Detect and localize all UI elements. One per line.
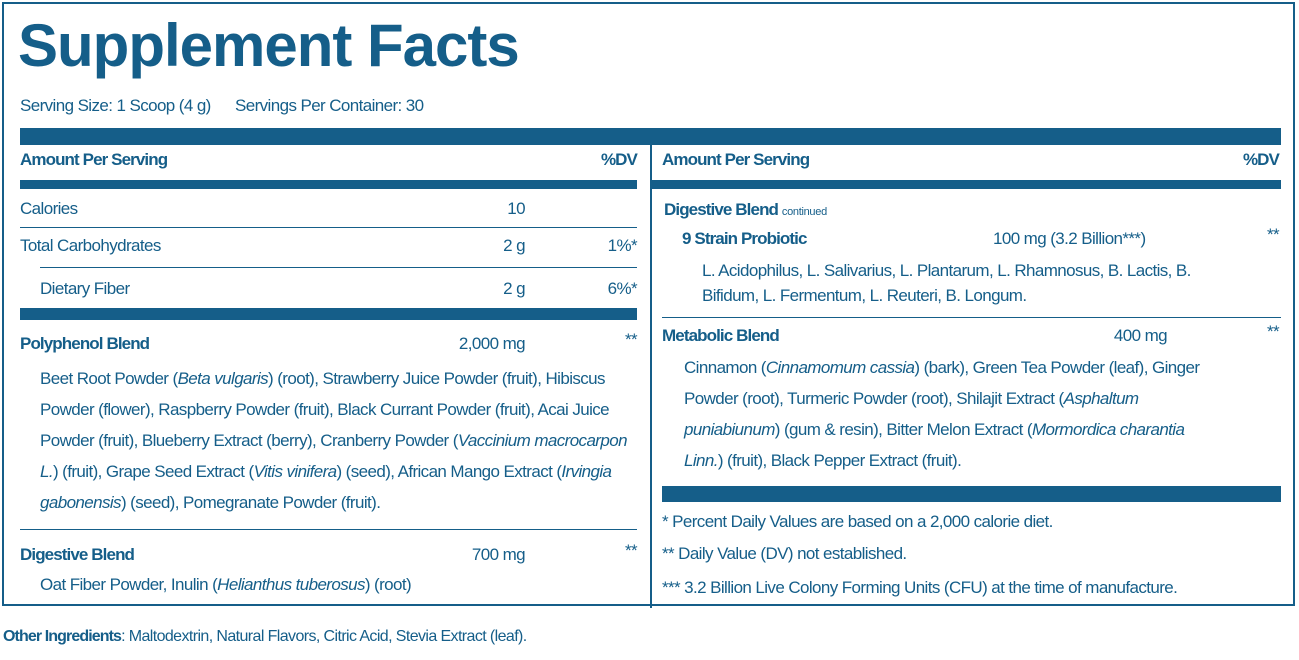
polyphenol-blend-name: Polyphenol Blend: [20, 334, 150, 353]
latin-name: puniabiunum: [684, 420, 775, 439]
calories-label: Calories: [20, 199, 78, 218]
divider: [40, 267, 637, 268]
divider: [20, 227, 637, 228]
ingredient-text: L. Acidophilus, L. Salivarius, L. Planta…: [702, 261, 1191, 280]
ingredient-line: Powder (root), Turmeric Powder (root), S…: [684, 389, 1139, 409]
footnote-3: *** 3.2 Billion Live Colony Forming Unit…: [662, 578, 1178, 597]
probiotic-amount: 100 mg (3.2 Billion***): [993, 229, 1146, 248]
ingredient-line: L. Acidophilus, L. Salivarius, L. Planta…: [702, 261, 1191, 281]
ingredient-text: ) (root): [364, 575, 412, 594]
latin-name: Irvingia: [561, 462, 612, 481]
dietary-fiber-dv: 6%*: [607, 279, 638, 298]
dietary-fiber-label: Dietary Fiber: [40, 279, 130, 298]
polyphenol-blend-dv: **: [624, 330, 638, 349]
probiotic-name: 9 Strain Probiotic: [682, 229, 807, 248]
ingredient-text: ) (fruit), Black Pepper Extract (fruit).: [717, 451, 962, 470]
right-header-amount: Amount Per Serving: [662, 150, 810, 169]
metabolic-blend-amount: 400 mg: [1113, 326, 1168, 345]
top-bar: [20, 128, 1281, 145]
ingredient-line: Oat Fiber Powder, Inulin (Helianthus tub…: [40, 575, 412, 595]
ingredient-text: ) (seed), Pomegranate Powder (fruit).: [120, 493, 381, 512]
metabolic-blend-dv: **: [1266, 322, 1280, 341]
left-header-dv: %DV: [600, 150, 638, 169]
ingredient-line: Linn.) (fruit), Black Pepper Extract (fr…: [684, 451, 962, 471]
latin-name: Cinnamomum cassia: [765, 358, 915, 377]
latin-name: Linn.: [684, 451, 718, 470]
other-ingredients-label: Other Ingredients: [3, 628, 122, 645]
ingredient-line: Powder (flower), Raspberry Powder (fruit…: [40, 400, 610, 420]
ingredient-text: ) (root), Strawberry Juice Powder (fruit…: [268, 369, 605, 388]
digestive-continued-label: Digestive Blend: [664, 200, 779, 219]
dietary-fiber-amount: 2 g: [503, 279, 525, 298]
ingredient-text: Oat Fiber Powder, Inulin (: [40, 575, 218, 594]
latin-name: Helianthus tuberosus: [217, 575, 365, 594]
latin-name: Asphaltum: [1063, 389, 1140, 408]
ingredient-line: Cinnamon (Cinnamomum cassia) (bark), Gre…: [684, 358, 1200, 378]
other-ingredients-text: : Maltodextrin, Natural Flavors, Citric …: [121, 628, 527, 645]
polyphenol-blend-amount: 2,000 mg: [458, 334, 526, 353]
digestive-blend-dv: **: [624, 541, 638, 560]
digestive-continued-name: Digestive Blend continued: [664, 200, 827, 222]
right-header-dv: %DV: [1242, 150, 1280, 169]
ingredient-text: ) (gum & resin), Bitter Melon Extract (: [774, 420, 1033, 439]
other-ingredients: Other Ingredients: Maltodextrin, Natural…: [3, 627, 527, 647]
footnote-bar: [662, 486, 1281, 502]
latin-name: Beta vulgaris: [177, 369, 269, 388]
ingredient-text: Bifidum, L. Fermentum, L. Reuteri, B. Lo…: [702, 286, 1027, 305]
ingredient-text: Powder (flower), Raspberry Powder (fruit…: [40, 400, 610, 419]
total-carbs-amount: 2 g: [503, 236, 525, 255]
ingredient-line: Beet Root Powder (Beta vulgaris) (root),…: [40, 369, 606, 389]
latin-name: Vaccinium macrocarpon: [457, 431, 628, 450]
continued-note: continued: [781, 206, 827, 218]
ingredient-text: ) (fruit), Grape Seed Extract (: [52, 462, 254, 481]
ingredient-line: puniabiunum) (gum & resin), Bitter Melon…: [684, 420, 1185, 440]
serving-size: Serving Size: 1 Scoop (4 g): [20, 96, 211, 115]
ingredient-line: gabonensis) (seed), Pomegranate Powder (…: [40, 493, 381, 513]
ingredient-text: Beet Root Powder (: [40, 369, 178, 388]
ingredient-text: Powder (fruit), Blueberry Extract (berry…: [40, 431, 458, 450]
ingredient-text: ) (bark), Green Tea Powder (leaf), Ginge…: [914, 358, 1200, 377]
ingredient-text: ) (seed), African Mango Extract (: [336, 462, 563, 481]
metabolic-blend-name: Metabolic Blend: [662, 326, 780, 345]
probiotic-dv: **: [1266, 225, 1280, 244]
nutrient-bar: [20, 308, 637, 320]
calories-amount: 10: [507, 199, 525, 218]
latin-name: Vitis vinifera: [253, 462, 338, 481]
total-carbs-dv: 1%*: [607, 236, 638, 255]
divider: [20, 529, 637, 530]
servings-per-container: Servings Per Container: 30: [235, 96, 424, 115]
divider: [662, 317, 1281, 318]
total-carbs-label: Total Carbohydrates: [20, 236, 161, 255]
left-header-bar: [20, 180, 637, 189]
latin-name: Mormordica charantia: [1031, 420, 1185, 439]
label-frame: [2, 2, 1295, 606]
right-header-bar: [652, 180, 1281, 189]
ingredient-line: L.) (fruit), Grape Seed Extract (Vitis v…: [40, 462, 612, 482]
label-title: Supplement Facts: [18, 12, 520, 79]
ingredient-text: Powder (root), Turmeric Powder (root), S…: [684, 389, 1064, 408]
ingredient-line: Powder (fruit), Blueberry Extract (berry…: [40, 431, 628, 451]
footnote-2: ** Daily Value (DV) not established.: [662, 544, 907, 563]
footnote-1: * Percent Daily Values are based on a 2,…: [662, 512, 1053, 531]
digestive-blend-amount: 700 mg: [471, 545, 526, 564]
ingredient-line: Bifidum, L. Fermentum, L. Reuteri, B. Lo…: [702, 286, 1027, 306]
column-divider: [650, 145, 652, 608]
latin-name: gabonensis: [40, 493, 122, 512]
ingredient-text: Cinnamon (: [684, 358, 766, 377]
digestive-blend-name: Digestive Blend: [20, 545, 135, 564]
latin-name: L.: [40, 462, 54, 481]
left-header-amount: Amount Per Serving: [20, 150, 168, 169]
